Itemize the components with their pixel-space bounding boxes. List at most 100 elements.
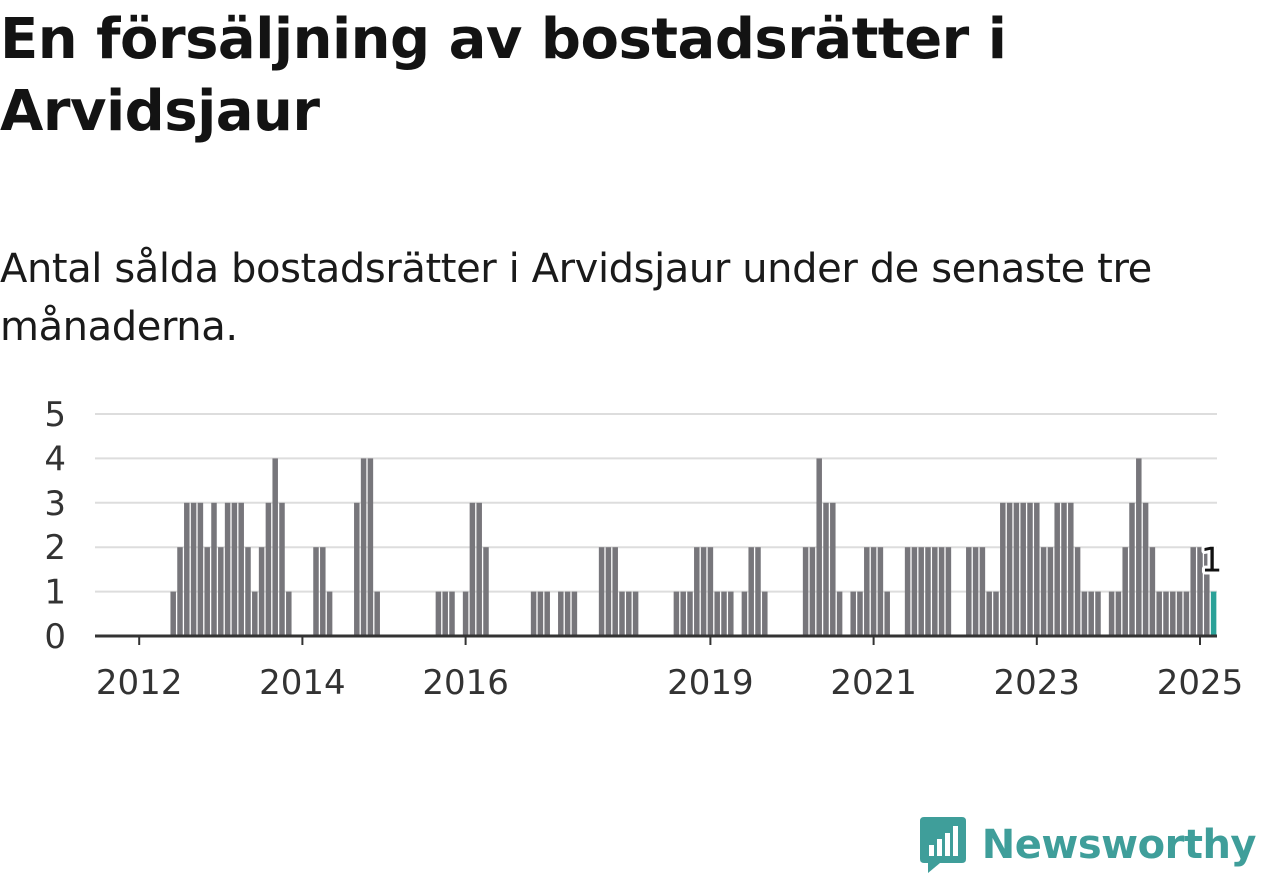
bar bbox=[1027, 502, 1033, 636]
bar bbox=[218, 547, 224, 636]
y-tick-label: 4 bbox=[44, 439, 66, 479]
bar bbox=[626, 591, 632, 636]
chart-subtitle: Antal sålda bostadsrätter i Arvidsjaur u… bbox=[0, 246, 1152, 350]
bar bbox=[1020, 502, 1026, 636]
bar bbox=[870, 547, 877, 636]
bar bbox=[993, 591, 999, 636]
x-tick-label: 2016 bbox=[422, 663, 509, 703]
bar bbox=[1000, 502, 1006, 636]
bar bbox=[537, 591, 544, 636]
bar bbox=[258, 547, 265, 636]
bar bbox=[728, 591, 734, 636]
bar bbox=[1136, 458, 1142, 636]
bar bbox=[1068, 502, 1074, 636]
bar bbox=[286, 591, 292, 636]
bar bbox=[945, 547, 952, 636]
bar bbox=[558, 591, 564, 636]
bar bbox=[170, 591, 176, 636]
bar bbox=[1170, 591, 1176, 636]
bar bbox=[979, 547, 986, 636]
bar bbox=[462, 591, 469, 636]
bar bbox=[476, 502, 482, 636]
bars bbox=[170, 458, 1217, 636]
bar bbox=[1074, 547, 1081, 636]
bar bbox=[1095, 591, 1101, 636]
bar bbox=[632, 591, 639, 636]
bar bbox=[1013, 502, 1020, 636]
bar bbox=[904, 547, 911, 636]
bar bbox=[925, 547, 931, 636]
bar bbox=[197, 502, 204, 636]
newsworthy-logo-icon bbox=[919, 817, 966, 873]
bar bbox=[850, 591, 856, 636]
bar bbox=[1054, 502, 1060, 636]
bar bbox=[986, 591, 992, 636]
bar bbox=[211, 502, 217, 636]
x-axis-ticks: 2012 2014 2016 2019 2021 2023 2025 bbox=[96, 636, 1243, 703]
bar bbox=[864, 547, 870, 636]
bar bbox=[1183, 591, 1190, 636]
chart-title: En försäljning av bostadsrätter i Arvids… bbox=[0, 7, 1007, 144]
x-tick-label: 2019 bbox=[667, 663, 754, 703]
bar bbox=[1149, 547, 1156, 636]
bar bbox=[1061, 502, 1067, 636]
bar bbox=[598, 547, 605, 636]
bar bbox=[1142, 502, 1149, 636]
x-tick-label: 2025 bbox=[1157, 663, 1244, 703]
x-tick-label: 2023 bbox=[994, 663, 1081, 703]
bar bbox=[571, 591, 578, 636]
bar bbox=[354, 502, 360, 636]
bar bbox=[231, 502, 238, 636]
bar bbox=[1156, 591, 1162, 636]
bar bbox=[320, 547, 326, 636]
bar bbox=[1176, 591, 1183, 636]
bar bbox=[823, 502, 829, 636]
bar bbox=[367, 458, 374, 636]
bar bbox=[265, 502, 272, 636]
bar bbox=[721, 591, 727, 636]
bar bbox=[449, 591, 455, 636]
bar bbox=[911, 547, 918, 636]
brand-name: Newsworthy bbox=[981, 822, 1257, 868]
bar bbox=[1190, 547, 1196, 636]
bar bbox=[1040, 547, 1047, 636]
bar bbox=[816, 458, 822, 636]
bar bbox=[374, 591, 380, 636]
bar bbox=[544, 591, 550, 636]
bar bbox=[802, 547, 809, 636]
bar bbox=[435, 591, 442, 636]
bar bbox=[966, 547, 972, 636]
bar bbox=[687, 591, 693, 636]
bar bbox=[694, 547, 700, 636]
bar bbox=[360, 458, 367, 636]
bar bbox=[707, 547, 714, 636]
bar bbox=[1081, 591, 1088, 636]
bar bbox=[1047, 547, 1054, 636]
bar bbox=[272, 458, 278, 636]
bar bbox=[938, 547, 945, 636]
bar bbox=[1197, 547, 1203, 636]
y-tick-label: 2 bbox=[44, 528, 66, 568]
bar bbox=[605, 547, 612, 636]
bar bbox=[857, 591, 863, 636]
bar bbox=[836, 591, 843, 636]
y-axis-ticks: 01 23 45 bbox=[44, 395, 66, 657]
bar bbox=[700, 547, 707, 636]
bar bbox=[184, 502, 190, 636]
bar bbox=[612, 547, 618, 636]
bar bbox=[530, 591, 537, 636]
x-tick-label: 2014 bbox=[259, 663, 346, 703]
highlight-bar bbox=[1210, 591, 1217, 636]
bar bbox=[279, 502, 285, 636]
bar bbox=[1122, 547, 1128, 636]
bar bbox=[245, 547, 251, 636]
bar bbox=[238, 502, 244, 636]
bar bbox=[1006, 502, 1013, 636]
bar bbox=[1108, 591, 1115, 636]
bar bbox=[673, 591, 680, 636]
bar bbox=[809, 547, 816, 636]
y-tick-label: 5 bbox=[44, 395, 66, 435]
bar bbox=[714, 591, 720, 636]
y-tick-label: 1 bbox=[44, 573, 66, 613]
